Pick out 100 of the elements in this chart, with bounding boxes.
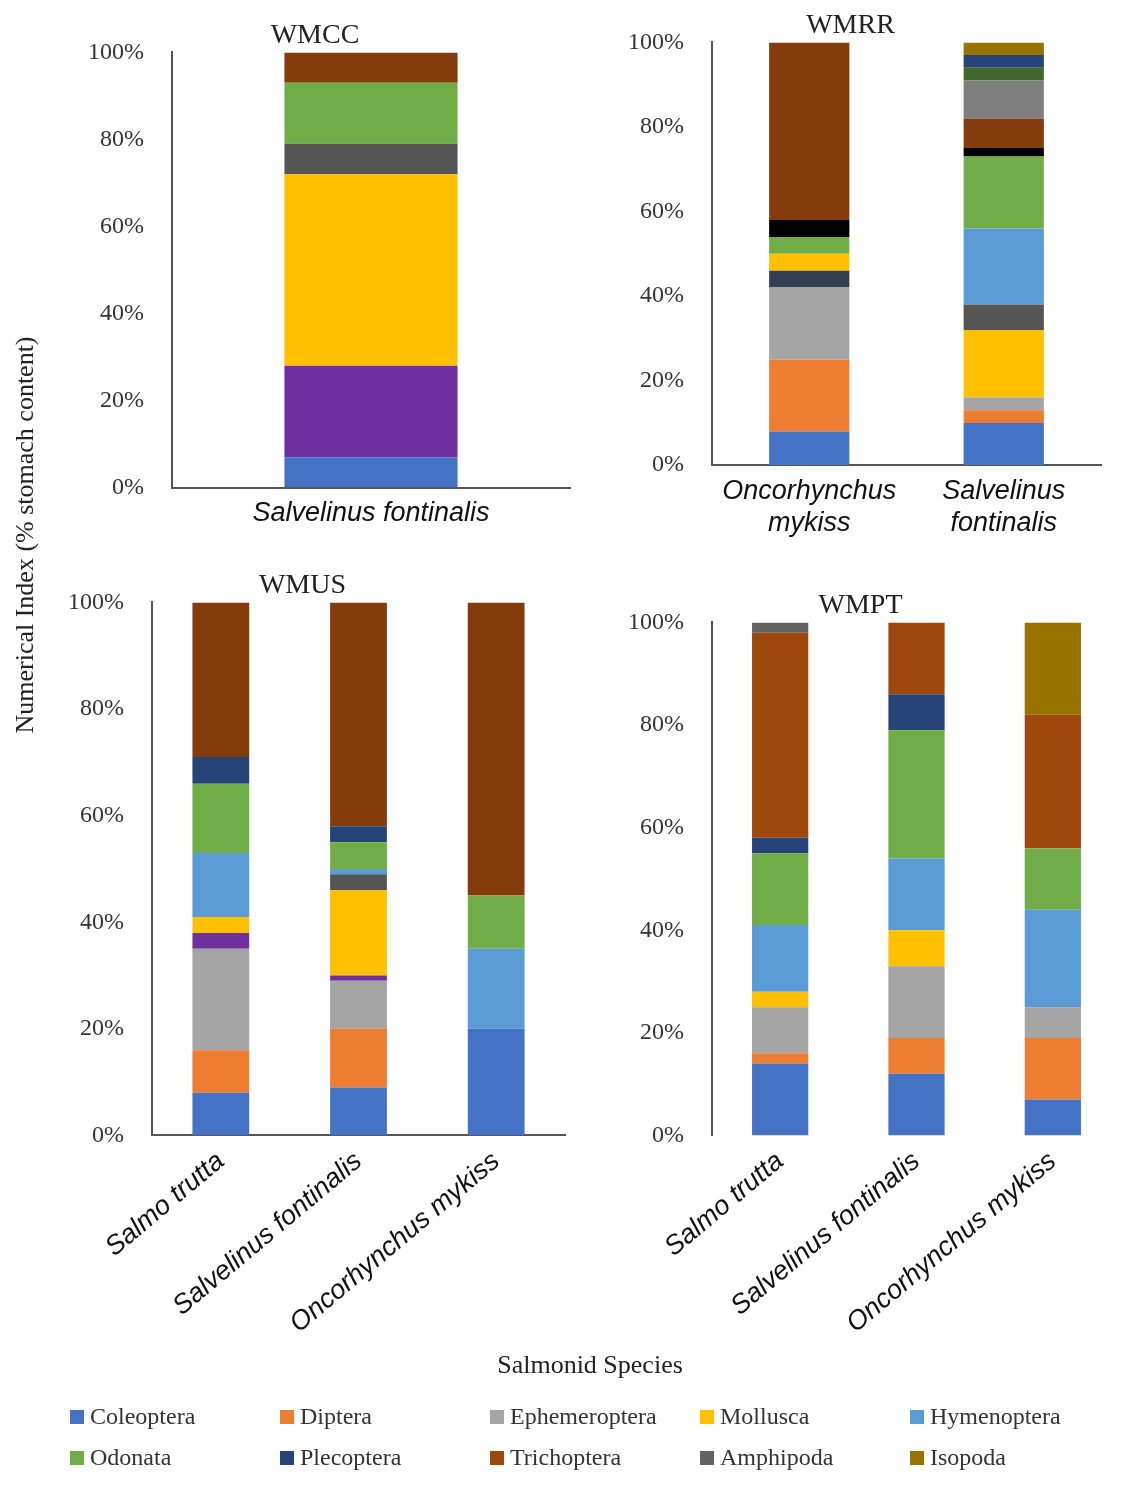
y-tick-label: 20% <box>639 1018 684 1045</box>
bar <box>192 602 250 757</box>
bar <box>963 80 1044 119</box>
bar <box>330 975 387 981</box>
bar <box>888 694 945 731</box>
y-tick-label: 20% <box>99 385 144 412</box>
bar <box>769 287 850 360</box>
bar <box>284 457 458 488</box>
legend-label: Trichoptera <box>510 1444 622 1471</box>
y-tick-label: 0% <box>651 1120 684 1147</box>
y-tick-label: 80% <box>639 710 684 737</box>
bar <box>769 236 850 254</box>
bar <box>192 756 250 784</box>
bar <box>330 1087 387 1136</box>
legend-label: Hymenoptera <box>930 1403 1061 1430</box>
bar <box>963 329 1044 398</box>
bar <box>888 730 945 859</box>
bar <box>769 431 850 466</box>
bar <box>1024 1037 1081 1100</box>
bar <box>888 966 945 1038</box>
y-tick-label: 20% <box>639 365 684 392</box>
y-tick-label: 40% <box>639 915 684 942</box>
bar <box>1024 909 1081 1008</box>
bar <box>330 868 387 875</box>
bar <box>888 622 945 695</box>
bar <box>330 890 387 976</box>
x-axis-title: Salmonid Species <box>497 1350 683 1380</box>
bar <box>284 52 458 83</box>
y-tick-label: 60% <box>639 812 684 839</box>
y-tick-label: 80% <box>639 112 684 139</box>
bar <box>752 1053 809 1064</box>
bar <box>330 826 387 843</box>
bar <box>1024 1007 1081 1038</box>
y-tick-label: 80% <box>79 694 124 721</box>
bar <box>888 1073 945 1136</box>
y-tick-label: 60% <box>99 211 144 238</box>
x-tick-label: Oncorhynchus mykiss <box>722 474 897 538</box>
bar <box>769 219 850 237</box>
bar <box>192 1050 250 1093</box>
legend-label: Ephemeroptera <box>510 1403 657 1430</box>
bar <box>192 932 250 949</box>
y-tick-label: 0% <box>111 472 144 499</box>
x-tick-label: Salvelinus fontinalis <box>942 474 1066 538</box>
bar <box>888 858 945 931</box>
chart-title: WMCC <box>270 17 360 49</box>
y-tick-label: 40% <box>79 907 124 934</box>
bar <box>330 1028 387 1088</box>
bar <box>769 253 850 271</box>
bar <box>467 948 525 1029</box>
y-tick-label: 100% <box>627 27 684 54</box>
bar <box>192 783 250 853</box>
bar <box>284 174 458 366</box>
bar <box>963 304 1044 330</box>
legend-label: Amphipoda <box>720 1444 834 1471</box>
legend-label: Mollusca <box>720 1403 810 1430</box>
bar <box>752 991 809 1008</box>
y-tick-label: 40% <box>99 298 144 325</box>
bar <box>1024 1099 1081 1136</box>
bar <box>963 118 1044 149</box>
bar <box>963 410 1044 423</box>
chart-title: WMUS <box>258 567 347 599</box>
x-tick-label: Salvelinus fontinalis <box>252 497 490 528</box>
bar <box>752 632 809 838</box>
legend-label: Plecoptera <box>300 1444 402 1471</box>
bar <box>769 270 850 288</box>
bar <box>192 852 250 917</box>
y-axis-title: Numerical Index (% stomach content) <box>10 336 40 734</box>
bar <box>752 925 809 992</box>
bar <box>963 55 1044 68</box>
bar <box>752 837 809 854</box>
bar <box>284 365 458 458</box>
y-tick-label: 100% <box>627 607 684 634</box>
bar <box>467 602 525 896</box>
bar <box>284 143 458 175</box>
bar <box>1024 714 1081 849</box>
y-tick-label: 100% <box>67 587 124 614</box>
chart-title: WMPT <box>818 587 903 619</box>
bar <box>963 148 1044 157</box>
bar <box>963 422 1044 466</box>
bar <box>963 67 1044 81</box>
bar <box>330 602 387 827</box>
y-tick-label: 0% <box>91 1120 124 1147</box>
y-tick-label: 100% <box>87 37 144 64</box>
bar <box>769 359 850 432</box>
legend-label: Coleoptera <box>90 1403 196 1430</box>
bar <box>330 874 387 891</box>
chart-title: WMRR <box>806 7 896 39</box>
bar <box>769 42 850 220</box>
bar <box>963 156 1044 229</box>
y-tick-label: 80% <box>99 124 144 151</box>
y-tick-label: 20% <box>79 1014 124 1041</box>
bar <box>330 980 387 1029</box>
bar <box>1024 622 1081 715</box>
legend-label: Isopoda <box>930 1444 1006 1471</box>
bar <box>963 42 1044 56</box>
bar <box>752 622 809 633</box>
legend-label: Diptera <box>300 1403 372 1430</box>
bar <box>752 1063 809 1136</box>
bar <box>963 228 1044 305</box>
bar <box>192 1092 250 1136</box>
